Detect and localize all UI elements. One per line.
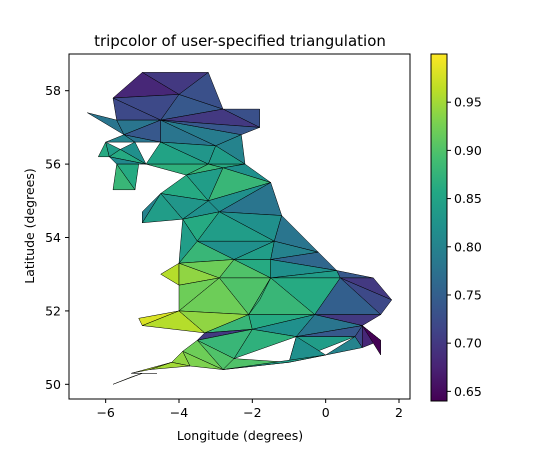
triangle — [362, 325, 381, 356]
colorbar-tick-label: 0.75 — [454, 287, 482, 302]
y-tick-label: 54 — [45, 230, 61, 245]
colorbar-tick-label: 0.80 — [454, 239, 482, 254]
triangle — [222, 354, 326, 370]
triangle — [248, 277, 271, 315]
x-tick-label: −2 — [243, 405, 261, 420]
x-axis-label: Longitude (degrees) — [177, 428, 303, 443]
triangle — [325, 336, 363, 356]
axes-frame — [68, 53, 411, 400]
colorbar-tick-label: 0.95 — [454, 95, 482, 110]
colorbar: 0.65 0.70 0.75 0.80 0.85 0.90 0.95 — [430, 53, 482, 402]
colorbar-gradient — [430, 53, 448, 402]
y-axis: 50 52 54 56 58 — [45, 83, 69, 392]
triangle — [160, 119, 260, 135]
triangle — [112, 373, 143, 385]
triangle — [182, 351, 224, 370]
triangle — [160, 262, 180, 286]
y-tick-label: 56 — [45, 157, 61, 172]
x-tick-label: 0 — [322, 405, 330, 420]
y-tick-label: 58 — [45, 83, 61, 98]
y-tick-label: 50 — [45, 377, 61, 392]
chart-title: tripcolor of user-specified triangulatio… — [94, 32, 386, 50]
triangle — [336, 270, 374, 279]
y-tick-label: 52 — [45, 303, 61, 318]
triangle — [178, 72, 224, 110]
triangle — [131, 362, 172, 374]
colorbar-tick-label: 0.90 — [454, 143, 482, 158]
triangle — [116, 163, 139, 191]
x-tick-label: −6 — [96, 405, 114, 420]
triangle — [142, 193, 183, 224]
x-axis: −6 −4 −2 0 2 — [96, 399, 403, 420]
x-tick-label: 2 — [395, 405, 403, 420]
triangles-layer — [87, 72, 392, 385]
y-axis-label: Latitude (degrees) — [22, 168, 37, 284]
colorbar-tick-label: 0.85 — [454, 191, 482, 206]
colorbar-tick-label: 0.70 — [454, 336, 482, 351]
x-tick-label: −4 — [170, 405, 188, 420]
colorbar-tick-label: 0.65 — [454, 384, 482, 399]
